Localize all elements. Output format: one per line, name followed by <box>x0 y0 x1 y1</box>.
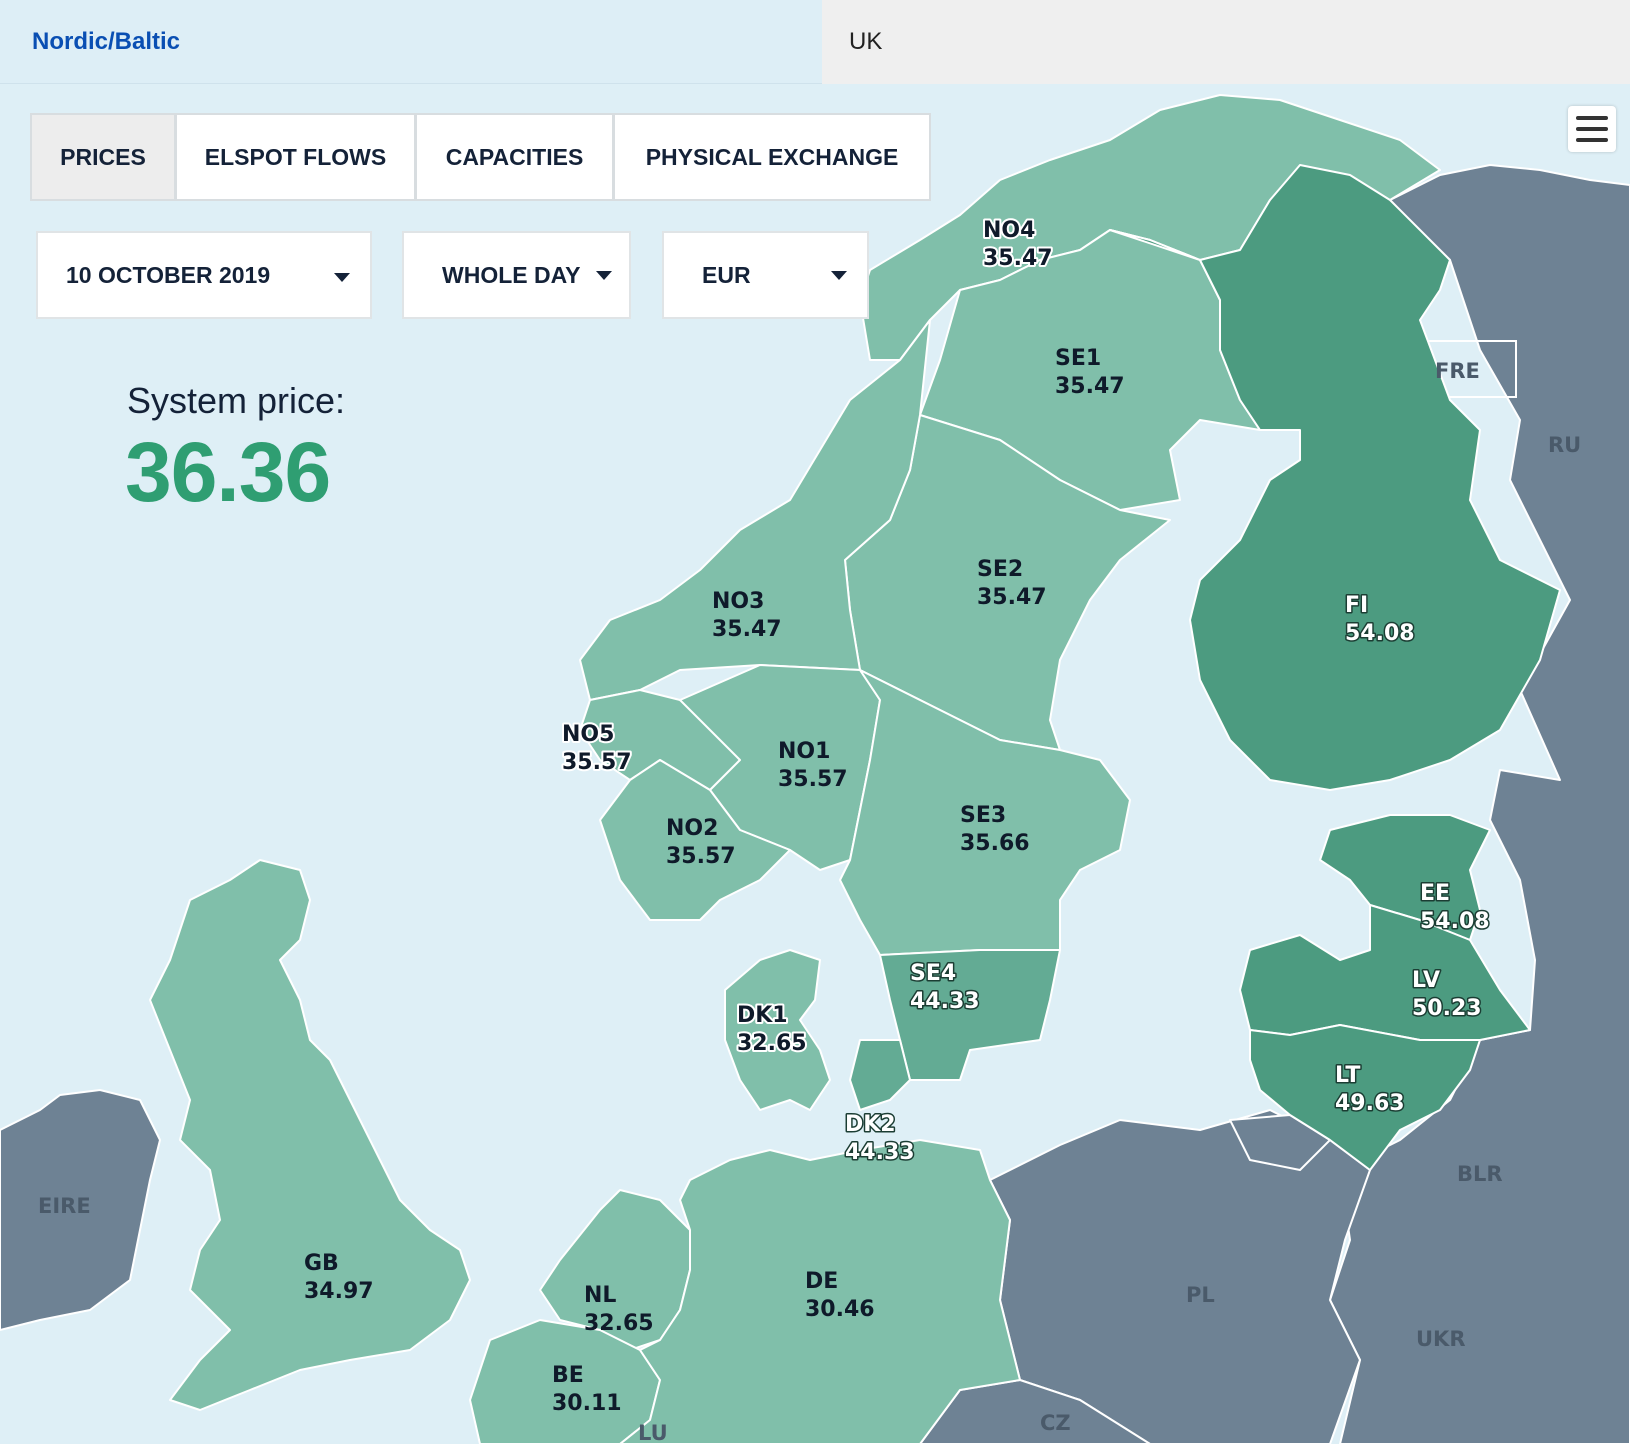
zone-be-price: 30.11 <box>552 1391 622 1416</box>
zone-gb-price: 34.97 <box>304 1279 374 1304</box>
zone-nl-price: 32.65 <box>584 1311 654 1336</box>
zone-dk2-label: DK2 <box>845 1112 896 1137</box>
zone-se3-label: SE3 <box>960 803 1006 828</box>
baltic-russia-kaliningrad <box>1229 1114 1331 1171</box>
view-tabs: PRICES ELSPOT FLOWS CAPACITIES PHYSICAL … <box>30 113 931 201</box>
zone-no3-price: 35.47 <box>712 617 782 642</box>
date-select[interactable]: 10 OCTOBER 2019 <box>36 231 372 319</box>
period-select[interactable]: WHOLE DAY <box>402 231 631 319</box>
zone-se3-price: 35.66 <box>960 831 1030 856</box>
zone-lt-price: 49.63 <box>1335 1091 1405 1116</box>
zone-no4-price: 35.47 <box>983 246 1053 271</box>
zone-dk1-price: 32.65 <box>737 1031 807 1056</box>
zone-se2-price: 35.47 <box>977 585 1047 610</box>
zone-no5-label: NO5 <box>562 722 614 747</box>
currency-select[interactable]: EUR <box>662 231 869 319</box>
zone-no2-price: 35.57 <box>666 844 736 869</box>
neighbor-pl-label: PL <box>1186 1283 1215 1307</box>
caret-down-icon <box>596 271 612 280</box>
zone-de-label: DE <box>805 1269 838 1294</box>
tab-capacities[interactable]: CAPACITIES <box>417 115 612 199</box>
tab-prices[interactable]: PRICES <box>32 115 174 199</box>
region-tabs: Nordic/Baltic UK <box>0 0 1630 84</box>
zone-fi-price: 54.08 <box>1345 621 1415 646</box>
tab-elspot-flows[interactable]: ELSPOT FLOWS <box>177 115 414 199</box>
period-select-value: WHOLE DAY <box>442 261 581 288</box>
tab-physical-exchange[interactable]: PHYSICAL EXCHANGE <box>615 115 929 199</box>
neighbor-cz-label: CZ <box>1040 1411 1071 1435</box>
ireland-region <box>0 1089 161 1331</box>
zone-gb-label: GB <box>304 1251 339 1276</box>
zone-se2-label: SE2 <box>977 557 1023 582</box>
neighbor-blr-label: BLR <box>1457 1162 1503 1186</box>
zone-lv-label: LV <box>1412 968 1440 993</box>
zone-se4-shape[interactable] <box>879 949 1061 1081</box>
neighbor-ru-label: RU <box>1548 433 1581 457</box>
zone-no3-label: NO3 <box>712 589 764 614</box>
neighbor-fre-label: FRE <box>1435 359 1480 383</box>
zone-dk2-price: 44.33 <box>845 1140 915 1165</box>
zone-fi-label: FI <box>1345 593 1368 618</box>
zone-nl-label: NL <box>584 1283 616 1308</box>
zone-no1-label: NO1 <box>778 739 830 764</box>
neighbor-eire-label: EIRE <box>38 1194 91 1218</box>
zone-fi-shape[interactable] <box>1109 164 1561 791</box>
zone-lt-label: LT <box>1335 1063 1360 1088</box>
caret-down-icon <box>334 273 350 282</box>
zone-no2-label: NO2 <box>666 816 718 841</box>
caret-down-icon <box>831 271 847 280</box>
zone-de-shape[interactable] <box>619 1139 1021 1444</box>
zone-se4-label: SE4 <box>910 961 956 986</box>
zone-no2-shape[interactable] <box>599 759 791 921</box>
zone-lt-shape[interactable] <box>1249 1024 1481 1171</box>
zone-gb-shape[interactable] <box>149 859 471 1411</box>
zone-se1-label: SE1 <box>1055 346 1101 371</box>
zone-dk2-shape[interactable] <box>849 1039 911 1111</box>
system-price-label: System price: <box>127 380 346 421</box>
date-select-value: 10 OCTOBER 2019 <box>66 261 271 288</box>
zone-be-label: BE <box>552 1363 584 1388</box>
zone-no5-price: 35.57 <box>562 750 632 775</box>
zone-se4-price: 44.33 <box>910 989 980 1014</box>
zone-ee-price: 54.08 <box>1420 909 1490 934</box>
zone-dk1-label: DK1 <box>737 1003 788 1028</box>
region-tab-nordic-baltic[interactable]: Nordic/Baltic <box>0 0 822 84</box>
zone-ee-shape[interactable] <box>1319 814 1491 941</box>
zone-no1-price: 35.57 <box>778 767 848 792</box>
neighbor-lu-label: LU <box>638 1421 668 1444</box>
currency-select-value: EUR <box>702 261 751 288</box>
neighbor-ukr-label: UKR <box>1416 1327 1466 1351</box>
region-tab-uk[interactable]: UK <box>822 0 1630 84</box>
zone-no4-label: NO4 <box>983 218 1035 243</box>
hamburger-menu-icon[interactable] <box>1568 106 1616 152</box>
zone-se1-price: 35.47 <box>1055 374 1125 399</box>
zone-dk1-shape[interactable] <box>724 949 831 1111</box>
zone-ee-label: EE <box>1420 881 1450 906</box>
system-price-value: 36.36 <box>125 425 331 519</box>
zone-lv-price: 50.23 <box>1412 996 1482 1021</box>
zone-de-price: 30.46 <box>805 1297 875 1322</box>
